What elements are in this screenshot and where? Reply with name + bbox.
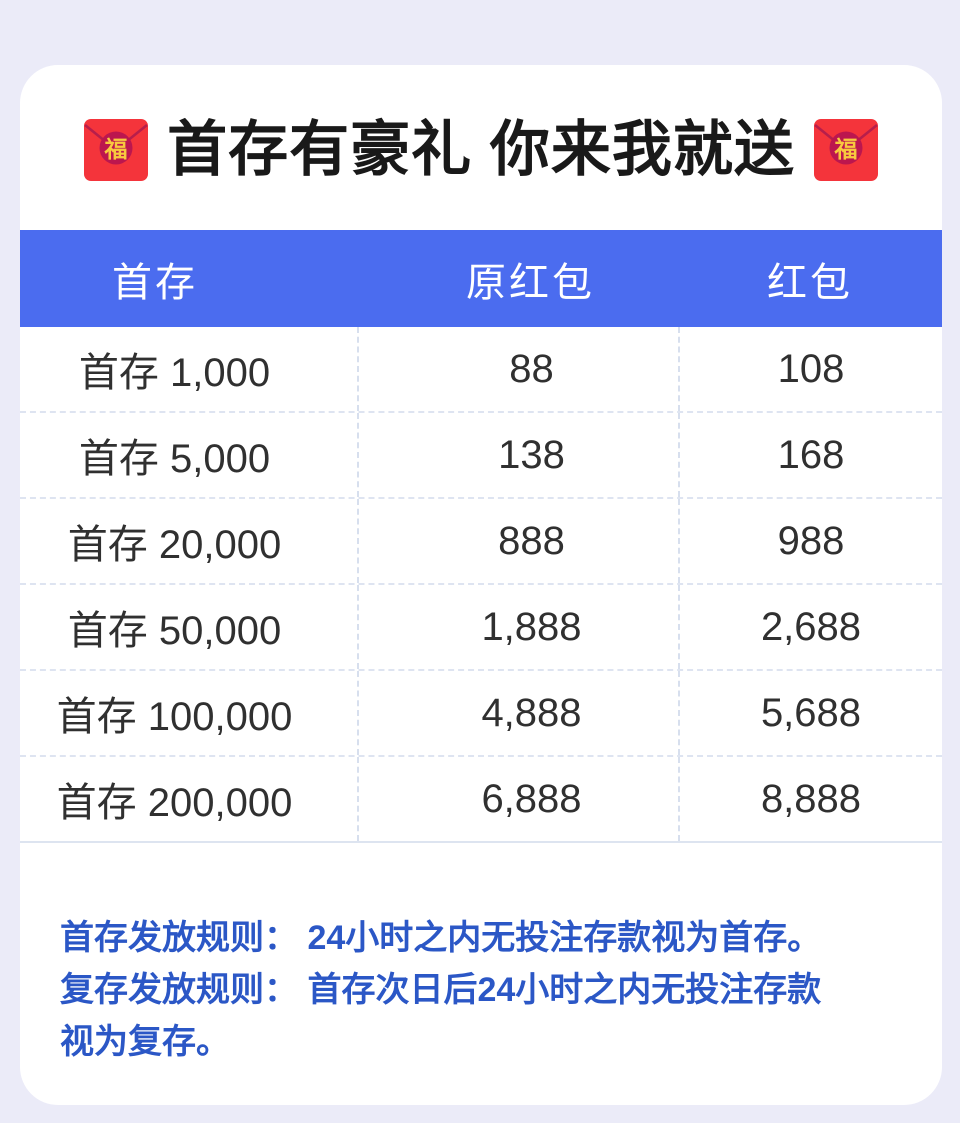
cell-original-bonus: 138 (357, 413, 678, 497)
red-envelope-icon: 福 (813, 118, 878, 181)
rule-line: 视为复存。 (60, 1023, 230, 1061)
cell-deposit: 首存 5,000 (78, 437, 271, 481)
table-row: 首存 20,000 888 988 (20, 499, 942, 585)
table-row: 首存 5,000 138 168 (20, 413, 942, 499)
table-header: 首存 原红包 红包 (20, 230, 942, 327)
table-row: 首存 1,000 88 108 (20, 327, 942, 413)
table-row: 首存 100,000 4,888 5,688 (20, 671, 942, 757)
cell-deposit: 首存 1,000 (78, 351, 271, 395)
fu-character: 福 (833, 136, 857, 162)
header-cell-original-bonus: 原红包 (466, 260, 595, 305)
cell-deposit: 首存 200,000 (56, 781, 293, 825)
rules-section: 首存发放规则： 24小时之内无投注存款视为首存。 复存发放规则： 首存次日后24… (20, 912, 942, 1068)
cell-bonus: 168 (678, 413, 942, 497)
title-row: 福 首存有豪礼 你来我就送 福 (20, 112, 942, 187)
header-cell-deposit: 首存 (112, 260, 198, 305)
cell-bonus: 5,688 (678, 671, 942, 755)
cell-original-bonus: 6,888 (357, 757, 678, 841)
cell-bonus: 988 (678, 499, 942, 583)
cell-original-bonus: 88 (357, 327, 678, 411)
deposit-bonus-table: 首存 原红包 红包 首存 1,000 88 108 首存 5,000 138 1… (20, 230, 942, 843)
fu-character: 福 (104, 136, 128, 162)
cell-deposit: 首存 20,000 (67, 523, 282, 567)
cell-bonus: 108 (678, 327, 942, 411)
header-cell-bonus: 红包 (767, 260, 853, 305)
cell-bonus: 2,688 (678, 585, 942, 669)
cell-original-bonus: 1,888 (357, 585, 678, 669)
cell-deposit: 首存 100,000 (56, 695, 293, 739)
cell-bonus: 8,888 (678, 757, 942, 841)
cell-original-bonus: 888 (357, 499, 678, 583)
cell-deposit: 首存 50,000 (67, 609, 282, 653)
promo-card: 福 首存有豪礼 你来我就送 福 首存 原红包 红包 首存 1,000 88 10… (20, 65, 942, 1105)
rule-line: 首存发放规则： 24小时之内无投注存款视为首存。 (60, 919, 822, 957)
table-row: 首存 200,000 6,888 8,888 (20, 757, 942, 843)
red-envelope-icon: 福 (84, 118, 149, 181)
promo-title: 首存有豪礼 你来我就送 (167, 115, 795, 183)
rule-line: 复存发放规则： 首存次日后24小时之内无投注存款 (60, 971, 822, 1009)
table-row: 首存 50,000 1,888 2,688 (20, 585, 942, 671)
cell-original-bonus: 4,888 (357, 671, 678, 755)
